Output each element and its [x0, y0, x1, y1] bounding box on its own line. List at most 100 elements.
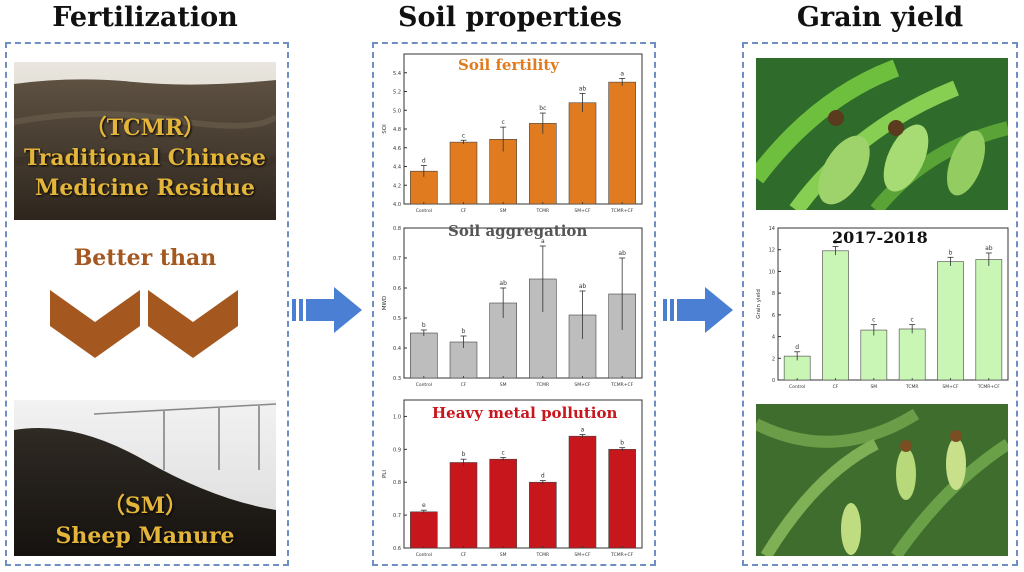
heavy-metal-chart-svg: 0.6 0.7 0.8 0.9 1.0 PLI e Control b CF c SM d TCMR a SM…: [382, 399, 643, 558]
x-tick-label: TCMR: [905, 384, 919, 390]
comparison-label: Better than: [73, 245, 217, 271]
grain-yield-chart: 0 2 4 6 8 10 12 14 Grain yield d Control a CF c SM c TCM…: [752, 218, 1014, 396]
y-tick-label: 5.0: [393, 108, 401, 114]
significance-letter: b: [422, 322, 426, 329]
y-tick-label: 1.0: [393, 414, 401, 420]
chevron-down-icons: [50, 290, 238, 358]
x-tick-label: Control: [416, 552, 432, 558]
x-tick-label: SM+CF: [942, 384, 959, 390]
grain-yield-chart-svg: 0 2 4 6 8 10 12 14 Grain yield d Control a CF c SM c TCM…: [756, 226, 1009, 390]
y-axis-label: SOI: [382, 124, 388, 134]
bar: [410, 511, 438, 549]
soil-fertility-chart: 4.0 4.2 4.4 4.6 4.8 5.0 5.2 5.4 SOI d Control c CF c S…: [380, 50, 648, 218]
maize-photo-top-image: [756, 58, 1008, 210]
significance-letter: c: [502, 450, 505, 457]
significance-letter: b: [462, 451, 466, 458]
x-tick-label: TCMR+CF: [610, 382, 634, 388]
y-tick-label: 4.4: [393, 165, 401, 171]
x-tick-label: CF: [461, 552, 467, 558]
maize-photo-bottom-image: [756, 404, 1008, 556]
y-tick-label: 5.4: [393, 71, 401, 77]
bar: [898, 328, 926, 381]
significance-letter: ab: [579, 283, 587, 290]
y-tick-label: 4.6: [393, 146, 401, 152]
tcmr-photo: （TCMR） Traditional Chinese Medicine Resi…: [14, 62, 276, 220]
bar: [568, 102, 597, 205]
significance-letter: c: [911, 317, 914, 324]
x-tick-label: CF: [461, 208, 467, 214]
significance-letter: b: [620, 440, 624, 447]
chevron-down-icon: [148, 290, 238, 358]
x-tick-label: Control: [789, 384, 805, 390]
tcmr-abbreviation: （TCMR）: [84, 115, 206, 141]
y-tick-label: 0.4: [393, 346, 401, 352]
bar: [529, 123, 557, 205]
maize-photo-top: [756, 58, 1008, 210]
significance-letter: d: [422, 158, 426, 165]
heading-grain-yield: Grain yield: [796, 2, 964, 33]
y-tick-label: 0.6: [393, 546, 401, 552]
sm-photo-image: [14, 400, 276, 556]
soil-aggregation-chart-svg: 0.3 0.4 0.5 0.6 0.7 0.8 MWD b Control b CF ab SM a TCM…: [382, 226, 643, 388]
y-axis-label: PLI: [382, 470, 388, 478]
arrow-right-icon: [292, 287, 362, 333]
tcmr-name-line2: Medicine Residue: [35, 175, 255, 201]
y-tick-label: 0.3: [393, 376, 401, 382]
y-tick-label: 4: [772, 335, 775, 341]
y-tick-label: 4.8: [393, 127, 401, 133]
significance-letter: a: [541, 238, 545, 245]
significance-letter: a: [581, 427, 585, 434]
x-tick-label: CF: [461, 382, 467, 388]
bar: [568, 435, 597, 549]
chevron-down-icon: [50, 290, 140, 358]
bar: [937, 261, 964, 381]
bar: [529, 481, 557, 549]
bar: [489, 458, 517, 549]
maize-photo-bottom: [756, 404, 1008, 556]
significance-letter: bc: [539, 105, 546, 112]
x-tick-label: SM+CF: [574, 208, 591, 214]
x-tick-label: TCMR: [536, 382, 550, 388]
soil-properties-panel: [372, 42, 656, 566]
significance-letter: ab: [499, 280, 507, 287]
significance-letter: c: [502, 119, 505, 126]
axis-frame: [403, 53, 643, 205]
axis-frame: [403, 227, 643, 379]
axis-frame: [777, 227, 1009, 381]
x-tick-label: SM: [870, 384, 877, 390]
axis-frame: [403, 399, 643, 549]
x-tick-label: TCMR+CF: [977, 384, 1001, 390]
y-tick-label: 4.0: [393, 202, 401, 208]
grain-yield-panel: [742, 42, 1018, 566]
bar: [608, 81, 636, 205]
significance-letter: a: [620, 70, 624, 77]
y-axis-label: MWD: [382, 296, 388, 310]
sm-name: Sheep Manure: [55, 523, 235, 549]
y-tick-label: 0.8: [393, 226, 401, 232]
bar: [449, 462, 478, 549]
y-tick-label: 2: [772, 356, 775, 362]
x-tick-label: SM+CF: [574, 552, 591, 558]
significance-letter: c: [872, 317, 875, 324]
sm-abbreviation: （SM）: [102, 493, 188, 519]
soil-aggregation-chart: 0.3 0.4 0.5 0.6 0.7 0.8 MWD b Control b CF ab SM a TCM…: [380, 220, 648, 392]
grain-yield-title: 2017-2018: [832, 228, 928, 247]
y-tick-label: 0.7: [393, 256, 401, 262]
significance-letter: ab: [985, 245, 993, 252]
y-tick-label: 6: [772, 313, 775, 319]
y-tick-label: 0.8: [393, 480, 401, 486]
x-tick-label: SM+CF: [574, 382, 591, 388]
heavy-metal-chart: 0.6 0.7 0.8 0.9 1.0 PLI e Control b CF c SM d TCMR a SM…: [380, 394, 648, 562]
y-tick-label: 10: [769, 269, 775, 275]
heading-soil-properties: Soil properties: [398, 2, 622, 33]
x-tick-label: TCMR+CF: [610, 552, 634, 558]
y-tick-label: 0.6: [393, 286, 401, 292]
y-axis-label: Grain yield: [756, 289, 762, 319]
significance-letter: ab: [618, 250, 626, 257]
heavy-metal-title: Heavy metal pollution: [432, 404, 618, 422]
significance-letter: b: [462, 328, 466, 335]
significance-letter: c: [462, 132, 465, 139]
bar: [449, 141, 478, 205]
bar: [608, 449, 636, 549]
significance-letter: b: [949, 249, 953, 256]
